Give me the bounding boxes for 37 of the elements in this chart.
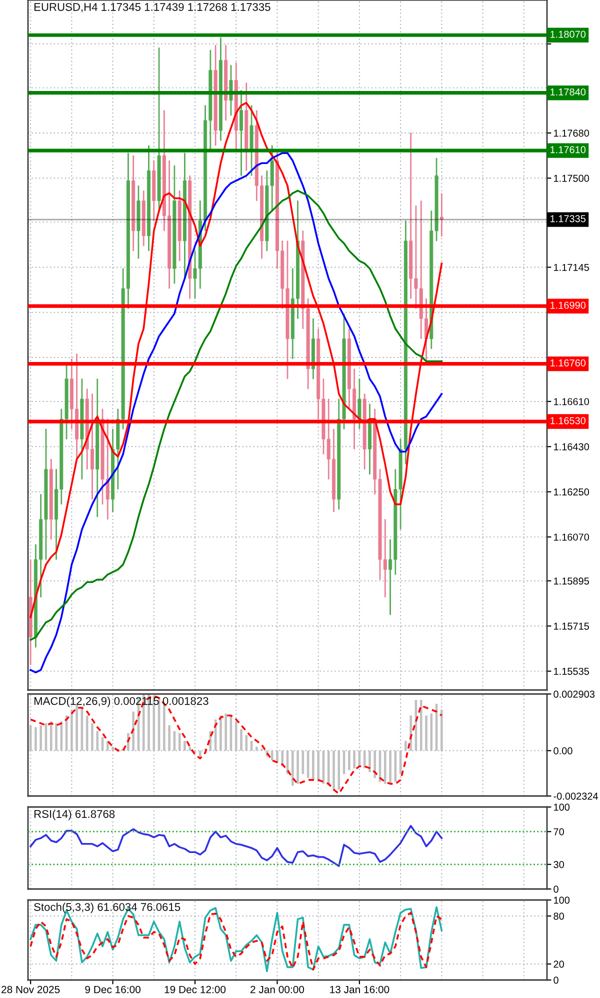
x-tick-label: 28 Nov 2025 [2, 986, 60, 994]
ref-line-label: 1.16530 [550, 417, 586, 424]
x-tick-label: 13 Jan 16:00 [330, 986, 390, 994]
y-tick-label: 1.15895 [554, 577, 589, 585]
ref-line-label: 1.16760 [550, 359, 586, 367]
y-tick-label: 1.17145 [554, 264, 589, 271]
y-tick-label: 1.17500 [554, 174, 590, 182]
y-tick-label: 1.16070 [554, 534, 590, 541]
ref-line-label: 1.17335 [550, 215, 586, 222]
y-tick-label: -0.002324 [554, 792, 598, 800]
chart-title: Stoch(5,3,3) 61.6034 76.0615 [34, 902, 180, 914]
y-tick-label: 20 [554, 960, 564, 968]
y-tick-label: 100 [554, 896, 570, 904]
y-tick-label: 0 [554, 886, 558, 893]
chart-title: MACD(12,26,9) 0.002115 0.001823 [34, 696, 208, 708]
y-tick-label: 1.15715 [554, 622, 589, 630]
y-tick-label: 1.16430 [554, 443, 590, 450]
x-tick-label: 9 Dec 16:00 [85, 986, 140, 994]
chart-title: RSI(14) 61.8768 [34, 810, 115, 820]
ref-line-label: 1.17840 [550, 88, 586, 96]
x-tick-label: 19 Dec 12:00 [164, 986, 226, 994]
x-tick-label: 2 Jan 00:00 [250, 986, 304, 994]
y-tick-label: 70 [554, 828, 564, 836]
ref-line-label: 1.17610 [550, 146, 586, 154]
ref-line-label: 1.16990 [550, 302, 586, 309]
ref-line-label: 1.18070 [550, 30, 586, 38]
y-tick-label: 1.16250 [554, 488, 590, 496]
y-tick-label: 100 [554, 804, 570, 811]
y-tick-label: 0 [554, 976, 558, 984]
y-tick-label: 30 [554, 861, 564, 868]
y-tick-label: 1.15535 [554, 668, 589, 675]
y-tick-label: 0.00 [554, 747, 572, 754]
y-tick-label: 1.16610 [554, 398, 590, 406]
y-tick-label: 80 [554, 912, 564, 920]
y-tick-label: 1.17680 [554, 130, 590, 137]
y-tick-label: 0.002903 [554, 690, 595, 698]
chart-title: EURUSD,H4 1.17345 1.17439 1.17268 1.17335 [34, 3, 270, 12]
